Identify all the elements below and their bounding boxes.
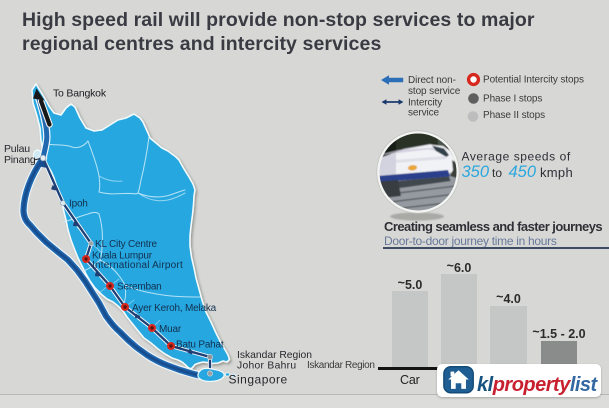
svg-text:International Airport: International Airport [92, 260, 183, 271]
svg-text:Batu Pahat: Batu Pahat [176, 340, 224, 351]
svg-text:service: service [408, 108, 440, 119]
svg-text:Ipoh: Ipoh [69, 199, 88, 210]
svg-text:450: 450 [509, 163, 537, 181]
svg-text:To Bangkok: To Bangkok [53, 88, 107, 100]
svg-text:Muar: Muar [159, 324, 182, 335]
svg-text:kmph: kmph [540, 165, 573, 180]
svg-text:Ayer Keroh, Melaka: Ayer Keroh, Melaka [132, 303, 217, 314]
svg-text:to: to [492, 166, 502, 180]
svg-text:Pinang: Pinang [4, 154, 36, 166]
svg-text:Seremban: Seremban [117, 282, 162, 293]
svg-text:Pulau: Pulau [4, 143, 30, 155]
svg-text:KL City Centre: KL City Centre [95, 239, 157, 250]
svg-text:Potential Intercity stops: Potential Intercity stops [483, 75, 584, 86]
svg-text:Kuala Lumpur: Kuala Lumpur [92, 251, 153, 262]
svg-text:Singapore: Singapore [229, 373, 288, 387]
svg-text:350: 350 [462, 163, 490, 181]
svg-text:Intercity: Intercity [408, 98, 442, 109]
svg-text:Phase I stops: Phase I stops [483, 94, 542, 105]
svg-text:Johor Bahru: Johor Bahru [237, 361, 296, 372]
svg-text:Phase II stops: Phase II stops [483, 110, 545, 121]
svg-text:Average speeds of: Average speeds of [462, 149, 571, 163]
svg-text:Direct non-: Direct non- [408, 75, 456, 86]
svg-text:Iskandar Region: Iskandar Region [237, 350, 312, 361]
svg-text:stop service: stop service [408, 86, 461, 97]
